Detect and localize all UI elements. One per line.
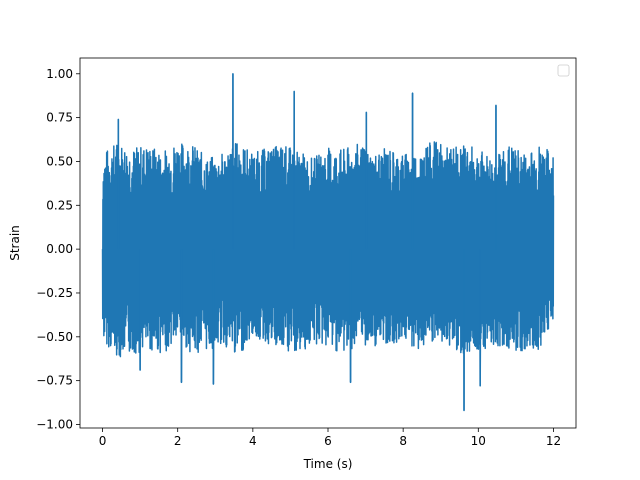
x-axis: 0 2 4 6 8 10 12: [99, 428, 561, 448]
y-axis-label: Strain: [8, 225, 22, 261]
x-tick-label: 0: [99, 434, 107, 448]
y-tick-label: −0.75: [36, 374, 73, 388]
y-tick-label: −1.00: [36, 417, 73, 431]
x-tick-label: 8: [399, 434, 407, 448]
y-tick-label: −0.50: [36, 330, 73, 344]
y-tick-label: 0.75: [46, 111, 73, 125]
legend-box: [557, 64, 570, 77]
y-axis: −1.00 −0.75 −0.50 −0.25 0.00 0.25 0.50 0.75 1.00: [36, 67, 80, 431]
x-tick-label: 2: [174, 434, 182, 448]
y-tick-label: 0.00: [46, 242, 73, 256]
y-tick-label: 0.25: [46, 198, 73, 212]
x-tick-label: 12: [546, 434, 561, 448]
x-tick-label: 10: [471, 434, 486, 448]
y-tick-label: 1.00: [46, 67, 73, 81]
y-tick-label: 0.50: [46, 154, 73, 168]
series-line: [101, 73, 555, 412]
x-tick-label: 6: [324, 434, 332, 448]
x-tick-label: 4: [249, 434, 257, 448]
plot-area: [101, 73, 555, 412]
x-axis-label: Time (s): [303, 457, 353, 471]
y-tick-label: −0.25: [36, 286, 73, 300]
